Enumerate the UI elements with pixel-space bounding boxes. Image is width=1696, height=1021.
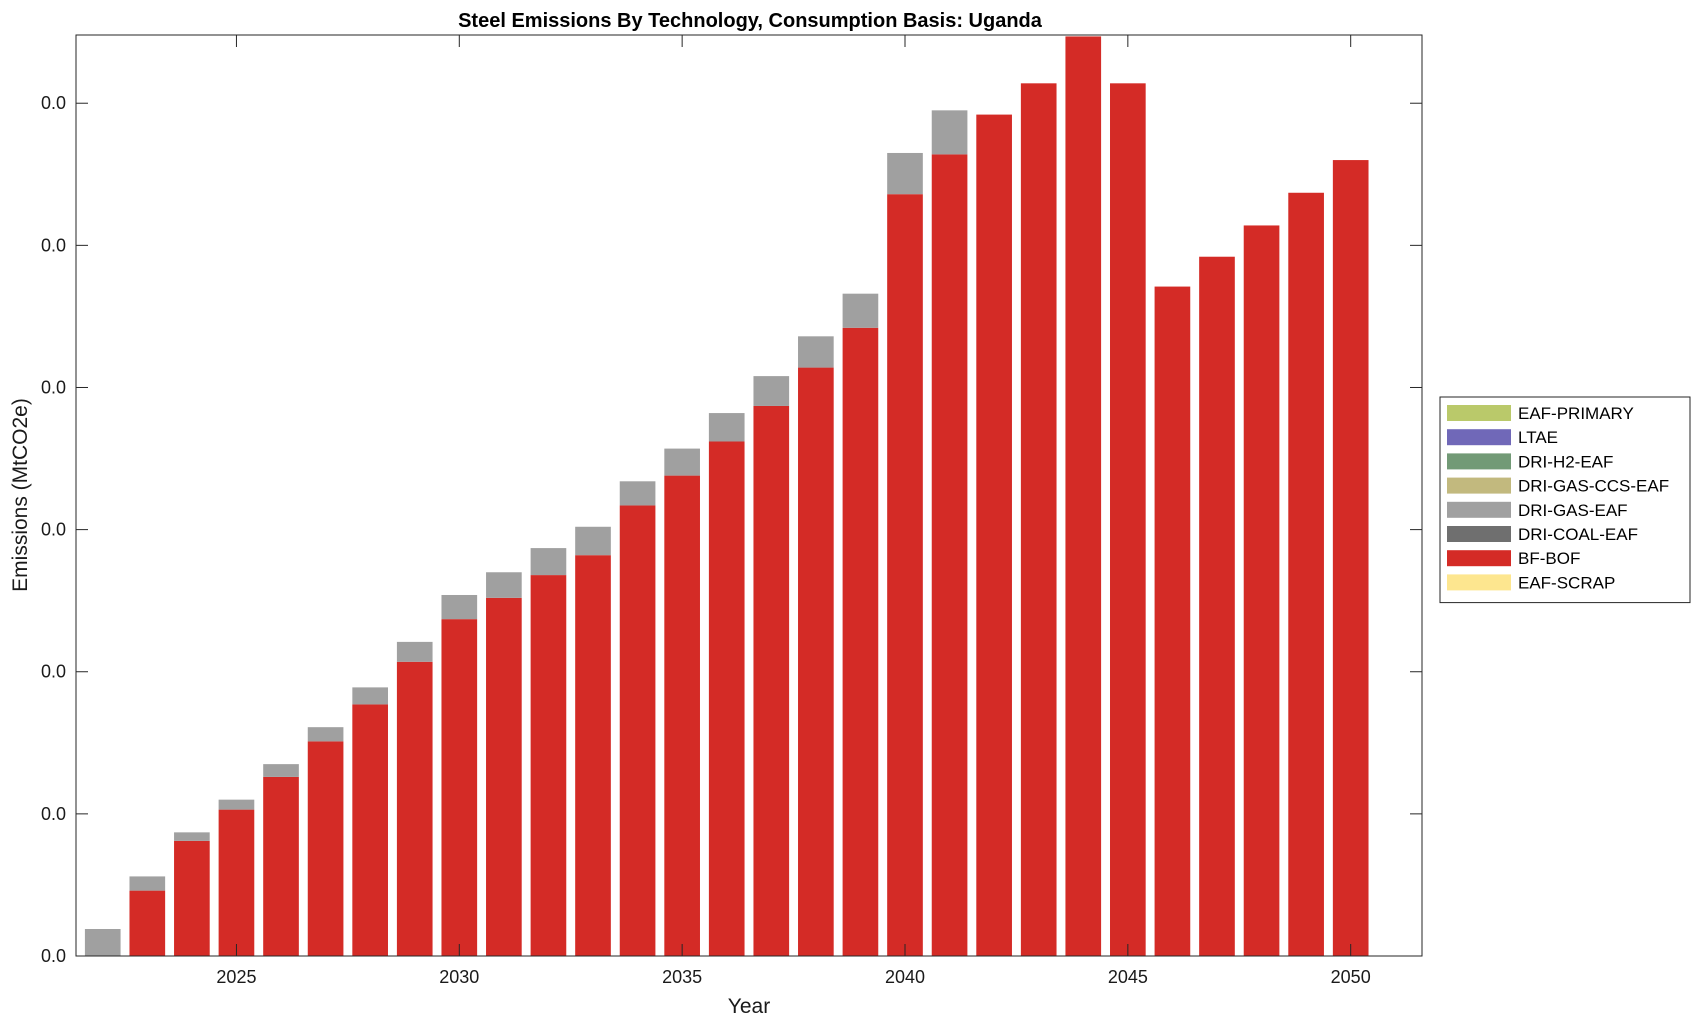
bar-bf-bof-2032: [530, 575, 567, 956]
legend-label-dri-gas-ccs-eaf: DRI-GAS-CCS-EAF: [1518, 477, 1669, 496]
bar-bf-bof-2047: [1199, 256, 1235, 957]
legend-swatch-dri-coal-eaf: [1447, 526, 1511, 542]
legend-swatch-eaf-primary: [1447, 405, 1511, 421]
bar-bf-bof-2034: [619, 505, 656, 956]
y-tick-label: 0.0: [41, 662, 66, 682]
y-axis-label: Emissions (MtCO2e): [9, 398, 32, 592]
bar-dri-gas-eaf-2033: [575, 526, 611, 556]
bar-dri-gas-eaf-2024: [174, 832, 210, 841]
bar-dri-gas-eaf-2039: [842, 293, 879, 328]
legend-swatch-bf-bof: [1447, 550, 1511, 567]
bar-dri-gas-eaf-2027: [307, 727, 344, 742]
bar-dri-gas-eaf-2031: [486, 572, 522, 598]
bar-bf-bof-2039: [842, 327, 879, 956]
bar-bf-bof-2050: [1332, 160, 1369, 956]
bar-bf-bof-2044: [1065, 36, 1102, 957]
bar-dri-gas-eaf-2041: [931, 110, 968, 155]
bar-dri-gas-eaf-2029: [396, 641, 433, 662]
x-tick-label: 2025: [216, 967, 256, 987]
x-tick-label: 2040: [885, 967, 925, 987]
legend-label-eaf-scrap: EAF-SCRAP: [1518, 573, 1615, 592]
bar-bf-bof-2040: [887, 194, 923, 956]
x-axis-label: Year: [728, 995, 770, 1018]
legend-label-eaf-primary: EAF-PRIMARY: [1518, 404, 1634, 423]
bar-bf-bof-2041: [931, 154, 968, 956]
legend-swatch-eaf-scrap: [1447, 574, 1511, 591]
bar-bf-bof-2025: [218, 809, 255, 956]
bar-dri-gas-eaf-2032: [530, 548, 567, 576]
bar-bf-bof-2026: [263, 776, 299, 956]
x-tick-label: 2050: [1331, 967, 1371, 987]
bar-dri-gas-eaf-2023: [129, 876, 166, 891]
legend-box: [1439, 396, 1691, 604]
legend-label-bf-bof: BF-BOF: [1518, 549, 1580, 568]
y-tick-label: 0.0: [41, 946, 66, 966]
bar-bf-bof-2042: [976, 114, 1012, 957]
bar-bf-bof-2024: [174, 840, 210, 957]
chart-title: Steel Emissions By Technology, Consumpti…: [458, 10, 1043, 32]
legend-swatch-ltae: [1447, 429, 1511, 446]
y-tick-label: 0.0: [41, 93, 66, 113]
bar-dri-gas-eaf-2026: [263, 764, 299, 777]
bar-dri-gas-eaf-2025: [218, 799, 255, 810]
y-tick-label: 0.0: [41, 520, 66, 540]
legend-label-ltae: LTAE: [1518, 428, 1558, 447]
bar-dri-gas-eaf-2038: [798, 336, 834, 368]
legend-swatch-dri-gas-eaf: [1447, 501, 1511, 518]
bar-bf-bof-2027: [307, 741, 344, 956]
bar-bf-bof-2035: [664, 475, 700, 956]
bar-bf-bof-2030: [441, 619, 478, 956]
bar-dri-gas-eaf-2022: [84, 929, 121, 956]
legend-swatch-dri-h2-eaf: [1447, 453, 1511, 470]
bar-bf-bof-2037: [753, 405, 790, 957]
bar-dri-gas-eaf-2035: [664, 448, 700, 476]
bar-bf-bof-2043: [1020, 83, 1057, 956]
x-axis: 2025 2030 2035 2040 2045 2050: [216, 35, 1371, 987]
bar-bf-bof-2045: [1110, 83, 1146, 956]
legend: EAF-PRIMARY LTAE DRI-H2-EAF DRI-GAS-CCS-EAF…: [1439, 396, 1691, 604]
x-tick-label: 2030: [439, 967, 479, 987]
bar-bf-bof-2046: [1154, 286, 1191, 956]
bar-bf-bof-2029: [396, 661, 433, 956]
x-tick-label: 2045: [1108, 967, 1148, 987]
bar-dri-gas-eaf-2040: [887, 152, 923, 195]
y-tick-label: 0.0: [41, 377, 66, 397]
bar-dri-gas-eaf-2028: [352, 687, 388, 705]
plot-frame: [75, 34, 1423, 957]
bar-dri-gas-eaf-2037: [753, 376, 790, 406]
y-tick-label: 0.0: [41, 235, 66, 255]
legend-label-dri-coal-eaf: DRI-COAL-EAF: [1518, 525, 1638, 544]
bars-group: [84, 36, 1369, 957]
legend-label-dri-gas-eaf: DRI-GAS-EAF: [1518, 501, 1628, 520]
bar-bf-bof-2023: [129, 890, 166, 956]
y-tick-label: 0.0: [41, 804, 66, 824]
bar-bf-bof-2038: [798, 367, 834, 957]
bar-bf-bof-2033: [575, 555, 611, 956]
bar-bf-bof-2036: [708, 441, 745, 956]
bar-bf-bof-2031: [486, 597, 522, 956]
legend-label-dri-h2-eaf: DRI-H2-EAF: [1518, 452, 1613, 471]
y-axis: 0.0 0.0 0.0 0.0 0.0 0.0 0.0: [41, 93, 1422, 966]
bar-dri-gas-eaf-2036: [708, 413, 745, 442]
x-tick-label: 2035: [662, 967, 702, 987]
bar-dri-gas-eaf-2034: [619, 481, 656, 506]
bar-bf-bof-2049: [1288, 192, 1324, 956]
bar-bf-bof-2028: [352, 704, 388, 956]
bar-dri-gas-eaf-2030: [441, 594, 478, 620]
legend-swatch-dri-gas-ccs-eaf: [1447, 477, 1511, 494]
bar-bf-bof-2048: [1243, 225, 1280, 956]
